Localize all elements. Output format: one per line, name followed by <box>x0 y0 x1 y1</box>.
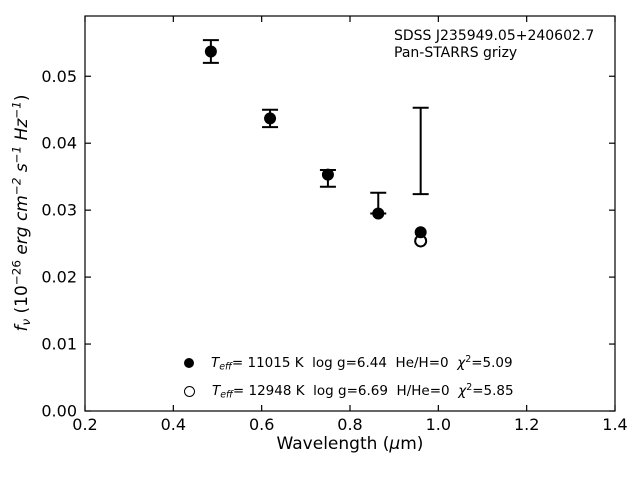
survey-name: Pan-STARRS grizy <box>394 45 518 61</box>
data-point-filled <box>321 168 334 181</box>
source-annotation: SDSS J235949.05+240602.7 Pan-STARRS griz… <box>394 28 594 62</box>
x-tick-label: 0.2 <box>72 415 97 434</box>
y-tick-label: 0.01 <box>41 335 77 354</box>
y-tick-label: 0.03 <box>41 201 77 220</box>
x-tick-label: 0.6 <box>249 415 274 434</box>
y-axis-label: fν (10−26 erg cm−2 s−1 Hz−1) <box>9 94 33 332</box>
x-tick-label: 0.4 <box>161 415 186 434</box>
data-point-filled <box>414 226 427 239</box>
source-name: SDSS J235949.05+240602.7 <box>394 28 595 44</box>
y-tick-label: 0.02 <box>41 268 77 287</box>
legend-item-model2: Teff= 12948 K log g=6.69 H/He=0 χ2=5.85 <box>184 377 514 405</box>
legend-label-model1: Teff= 11015 K log g=6.44 He/H=0 χ2=5.09 <box>211 353 513 373</box>
x-tick-label: 0.8 <box>337 415 362 434</box>
model-fit-legend: Teff= 11015 K log g=6.44 He/H=0 χ2=5.09 … <box>184 349 514 405</box>
y-tick-label: 0.05 <box>41 67 77 86</box>
y-tick-label: 0.00 <box>41 402 77 421</box>
x-tick-label: 1.4 <box>602 415 627 434</box>
data-point-filled <box>372 207 385 220</box>
y-tick-label: 0.04 <box>41 134 77 153</box>
x-tick-label: 1.2 <box>514 415 539 434</box>
legend-item-model1: Teff= 11015 K log g=6.44 He/H=0 χ2=5.09 <box>184 349 514 377</box>
x-axis-label: Wavelength (μm) <box>276 434 424 454</box>
filled-circle-marker-icon <box>184 358 194 368</box>
data-point-filled <box>264 112 277 125</box>
legend-label-model2: Teff= 12948 K log g=6.69 H/He=0 χ2=5.85 <box>212 381 514 401</box>
x-tick-label: 1.0 <box>426 415 451 434</box>
open-circle-marker-icon <box>184 385 195 397</box>
data-point-filled <box>204 45 217 58</box>
